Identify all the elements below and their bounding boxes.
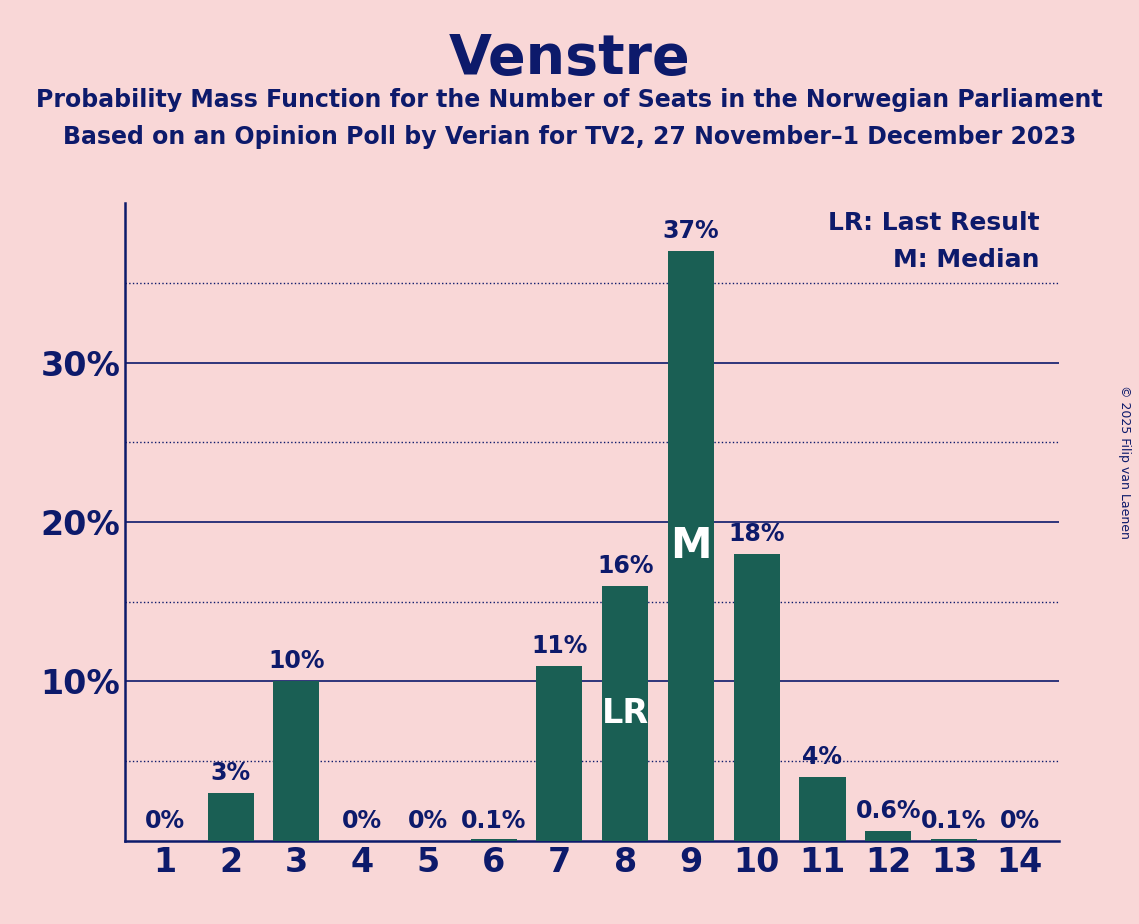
Text: 4%: 4% [803, 745, 843, 769]
Text: 11%: 11% [531, 634, 588, 658]
Text: 37%: 37% [663, 219, 719, 243]
Bar [800, 777, 845, 841]
Bar [603, 586, 648, 841]
Bar [931, 839, 977, 841]
Text: 0%: 0% [145, 808, 185, 833]
Text: 3%: 3% [211, 761, 251, 785]
Bar [273, 682, 319, 841]
Bar [536, 665, 582, 841]
Text: M: M [670, 525, 712, 567]
Text: Based on an Opinion Poll by Verian for TV2, 27 November–1 December 2023: Based on an Opinion Poll by Verian for T… [63, 125, 1076, 149]
Bar [734, 553, 780, 841]
Text: 0%: 0% [408, 808, 448, 833]
Text: © 2025 Filip van Laenen: © 2025 Filip van Laenen [1117, 385, 1131, 539]
Text: 10%: 10% [268, 650, 325, 674]
Text: Probability Mass Function for the Number of Seats in the Norwegian Parliament: Probability Mass Function for the Number… [36, 88, 1103, 112]
Text: 0%: 0% [342, 808, 383, 833]
Text: LR: LR [601, 697, 649, 730]
Text: M: Median: M: Median [893, 248, 1040, 272]
Bar [207, 793, 254, 841]
Text: Venstre: Venstre [449, 32, 690, 86]
Bar [667, 251, 714, 841]
Text: 0.6%: 0.6% [855, 799, 921, 823]
Text: 18%: 18% [729, 522, 785, 546]
Text: 0%: 0% [1000, 808, 1040, 833]
Text: 16%: 16% [597, 553, 654, 578]
Text: LR: Last Result: LR: Last Result [828, 212, 1040, 236]
Bar [470, 839, 517, 841]
Bar [866, 832, 911, 841]
Text: 0.1%: 0.1% [921, 808, 986, 833]
Text: 0.1%: 0.1% [461, 808, 526, 833]
